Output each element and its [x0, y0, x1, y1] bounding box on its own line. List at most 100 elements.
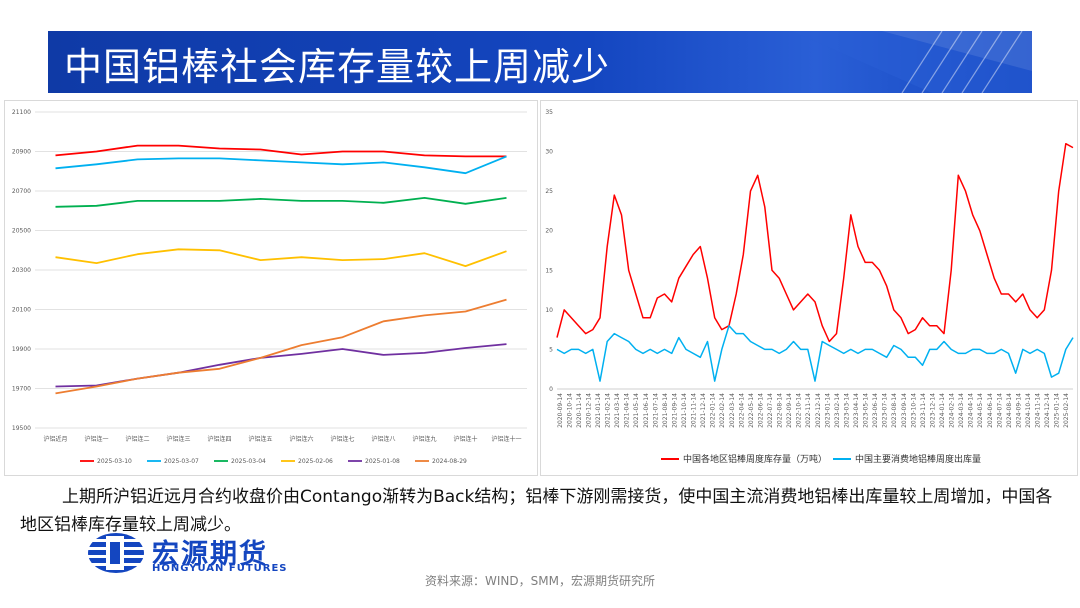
x-tick-label: 2021-08-14	[662, 393, 669, 428]
x-tick-label: 2021-12-14	[700, 393, 707, 428]
logo-name-cn: 宏源期货	[152, 539, 268, 570]
x-tick-label: 2022-06-14	[757, 393, 764, 428]
x-tick-label: 2021-06-14	[643, 393, 650, 428]
x-tick-label: 2024-04-14	[968, 393, 975, 428]
y-tick-label: 5	[549, 346, 553, 353]
y-tick-label: 15	[545, 267, 553, 274]
legend-label: 2025-03-04	[231, 458, 266, 465]
x-tick-label: 2024-05-14	[977, 393, 984, 428]
x-tick-label: 2024-10-14	[1025, 393, 1032, 428]
y-tick-label: 19500	[12, 425, 31, 432]
x-tick-label: 2022-08-14	[777, 393, 784, 428]
x-tick-label: 沪铝连九	[412, 435, 436, 443]
y-tick-label: 20900	[12, 149, 31, 156]
y-tick-label: 19900	[12, 346, 31, 353]
series-line-2025-02-06	[55, 248, 507, 268]
legend-label: 2024-08-29	[432, 458, 467, 465]
x-tick-label: 2023-02-14	[834, 393, 841, 428]
x-tick-label: 沪铝连三	[166, 435, 190, 443]
x-tick-label: 2022-10-14	[796, 393, 803, 428]
x-tick-label: 沪铝连四	[207, 435, 231, 443]
x-tick-label: 2024-09-14	[1015, 393, 1022, 428]
company-logo: 宏源期货 HONGYUAN FUTURES	[70, 530, 310, 576]
series-line-2025-03-10	[55, 144, 507, 158]
x-tick-label: 2023-06-14	[872, 393, 879, 428]
x-tick-label: 2025-01-14	[1054, 393, 1061, 428]
x-tick-label: 2022-12-14	[815, 393, 822, 428]
x-tick-label: 沪铝连二	[125, 435, 149, 443]
series-line-2025-03-04	[55, 197, 507, 208]
x-tick-label: 2022-03-14	[729, 393, 736, 428]
hongyuan-logo-icon	[80, 533, 150, 573]
x-tick-label: 2020-10-14	[566, 393, 573, 428]
x-tick-label: 2020-11-14	[576, 393, 583, 428]
legend-label: 2025-02-06	[298, 458, 333, 465]
x-tick-label: 2020-12-14	[585, 393, 592, 428]
x-tick-label: 2023-05-14	[863, 393, 870, 428]
x-tick-label: 2022-07-14	[767, 393, 774, 428]
x-tick-label: 2022-05-14	[748, 393, 755, 428]
y-tick-label: 21100	[12, 109, 31, 116]
y-tick-label: 20	[545, 228, 553, 235]
x-tick-label: 沪铝连一	[84, 435, 108, 443]
x-tick-label: 2021-11-14	[691, 393, 698, 428]
logo-name-en: HONGYUAN FUTURES	[152, 563, 288, 574]
y-tick-label: 19700	[12, 386, 31, 393]
x-tick-label: 2024-08-14	[1006, 393, 1013, 428]
x-tick-label: 2024-06-14	[987, 393, 994, 428]
x-tick-label: 2021-04-14	[624, 393, 631, 428]
x-tick-label: 2022-02-14	[719, 393, 726, 428]
x-tick-label: 2023-04-14	[853, 393, 860, 428]
x-tick-label: 2023-11-14	[920, 393, 927, 428]
page-title: 中国铝棒社会库存量较上周减少	[64, 45, 611, 89]
y-tick-label: 10	[545, 307, 553, 314]
y-tick-label: 20100	[12, 307, 31, 314]
y-tick-label: 0	[549, 386, 553, 393]
x-tick-label: 2024-12-14	[1044, 393, 1051, 428]
x-tick-label: 2023-03-14	[843, 393, 850, 428]
x-tick-label: 2024-11-14	[1035, 393, 1042, 428]
x-tick-label: 沪铝连十一	[491, 435, 521, 443]
x-tick-label: 2024-02-14	[949, 393, 956, 428]
x-tick-label: 2021-09-14	[671, 393, 678, 428]
x-tick-label: 2021-02-14	[605, 393, 612, 428]
x-tick-label: 沪铝连八	[371, 435, 395, 443]
legend-label: 中国主要消费地铝棒周度出库量	[855, 453, 981, 465]
y-tick-label: 20300	[12, 267, 31, 274]
source-note: 资料来源：WIND，SMM，宏源期货研究所	[425, 574, 655, 588]
x-tick-label: 2024-07-14	[996, 393, 1003, 428]
series-line-2025-01-08	[55, 343, 507, 388]
x-tick-label: 2020-09-14	[557, 393, 564, 428]
banner-decoration	[792, 31, 1032, 93]
x-tick-label: 2021-10-14	[681, 393, 688, 428]
summary-text: 上期所沪铝近远月合约收盘价由Contango渐转为Back结构；铝棒下游刚需接货…	[20, 487, 1053, 535]
x-tick-label: 沪铝连六	[289, 435, 313, 443]
x-tick-label: 沪铝连七	[330, 435, 354, 443]
x-tick-label: 2025-02-14	[1063, 393, 1070, 428]
y-tick-label: 30	[545, 149, 553, 156]
y-tick-label: 20700	[12, 188, 31, 195]
x-tick-label: 2024-03-14	[958, 393, 965, 428]
x-tick-label: 2021-03-14	[614, 393, 621, 428]
left-chart-panel: 19500 19700 19900 20100 20300 20500 20700 20900…	[4, 100, 538, 476]
x-tick-label: 2021-05-14	[633, 393, 640, 428]
x-tick-label: 2023-09-14	[901, 393, 908, 428]
x-tick-label: 2023-01-14	[824, 393, 831, 428]
legend-label: 2025-03-10	[97, 458, 132, 465]
x-tick-label: 2023-12-14	[929, 393, 936, 428]
x-tick-label: 沪铝连十	[453, 435, 477, 443]
series-line-中国主要消费地铝棒周度出库量	[556, 324, 1074, 382]
x-tick-label: 2023-08-14	[891, 393, 898, 428]
y-tick-label: 20500	[12, 228, 31, 235]
title-banner: 中国铝棒社会库存量较上周减少	[48, 31, 1032, 93]
series-line-2024-08-29	[55, 298, 507, 395]
x-tick-label: 2022-09-14	[786, 393, 793, 428]
y-tick-label: 25	[545, 188, 553, 195]
legend-label: 中国各地区铝棒周度库存量（万吨）	[683, 453, 827, 465]
x-tick-label: 2023-07-14	[882, 393, 889, 428]
series-line-中国各地区铝棒周度库存量（万吨）	[556, 142, 1074, 343]
x-tick-label: 2023-10-14	[910, 393, 917, 428]
right-chart-panel: 0 5 10 15 20 25 30 35 2020-09-14 2020-10-14 2020-1…	[540, 100, 1078, 476]
x-tick-label: 2022-01-14	[710, 393, 717, 428]
legend-label: 2025-03-07	[164, 458, 199, 465]
